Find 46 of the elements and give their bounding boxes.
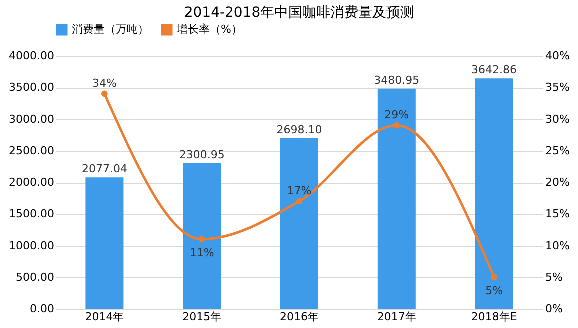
y2-tick-label: 5% — [546, 270, 563, 284]
y-tick-label: 1500.00 — [9, 208, 54, 221]
y-tick-label: 2000.00 — [9, 176, 54, 189]
data-label: 2300.95 — [179, 148, 225, 162]
point — [102, 90, 108, 98]
point — [394, 122, 400, 129]
data-label: 17% — [287, 184, 312, 198]
chart-title: 2014-2018年中国咖啡消费量及预测 — [184, 5, 415, 21]
y2-tick-label: 10% — [546, 239, 570, 252]
y-tick-label: 0.00 — [30, 302, 54, 316]
data-label: 5% — [486, 284, 504, 298]
y2-tick-label: 40% — [546, 50, 570, 62]
data-label: 29% — [384, 108, 410, 122]
data-label: 2077.04 — [82, 162, 128, 176]
point — [491, 274, 498, 281]
y2-tick-label: 20% — [546, 176, 570, 189]
legend-label: 增长率（%） — [176, 23, 242, 36]
y2-tick-label: 0% — [546, 302, 563, 316]
bar — [475, 78, 514, 309]
point — [198, 236, 206, 243]
y-tick-label: 4000.00 — [9, 50, 54, 62]
data-label: 3480.95 — [374, 74, 420, 87]
bar — [280, 138, 318, 309]
data-label: 3642.86 — [472, 64, 518, 77]
legend-label: 消费量（万吨） — [72, 23, 149, 36]
y-tick-label: 2500.00 — [9, 144, 54, 158]
y-tick-label: 3000.00 — [9, 112, 54, 126]
data-label: 34% — [92, 76, 117, 90]
bar — [86, 178, 124, 309]
y2-tick-label: 35% — [546, 81, 570, 94]
bar — [378, 88, 416, 309]
bar — [183, 163, 222, 309]
y-tick-label: 500.00 — [16, 270, 54, 284]
x-tick-label: 2014年 — [85, 310, 124, 324]
data-label: 2698.10 — [276, 123, 322, 136]
x-tick-label: 2018年E — [471, 310, 518, 324]
x-tick-label: 2015年 — [182, 310, 222, 324]
point — [296, 198, 303, 205]
data-label: 11% — [190, 246, 214, 260]
y2-tick-label: 15% — [546, 208, 570, 221]
x-tick-label: 2017年 — [377, 310, 416, 324]
x-tick-label: 2016年 — [280, 310, 319, 324]
y2-tick-label: 25% — [546, 144, 570, 158]
y2-tick-label: 30% — [546, 112, 570, 126]
y-tick-label: 1000.00 — [9, 239, 54, 252]
y-tick-label: 3500.00 — [9, 81, 54, 94]
